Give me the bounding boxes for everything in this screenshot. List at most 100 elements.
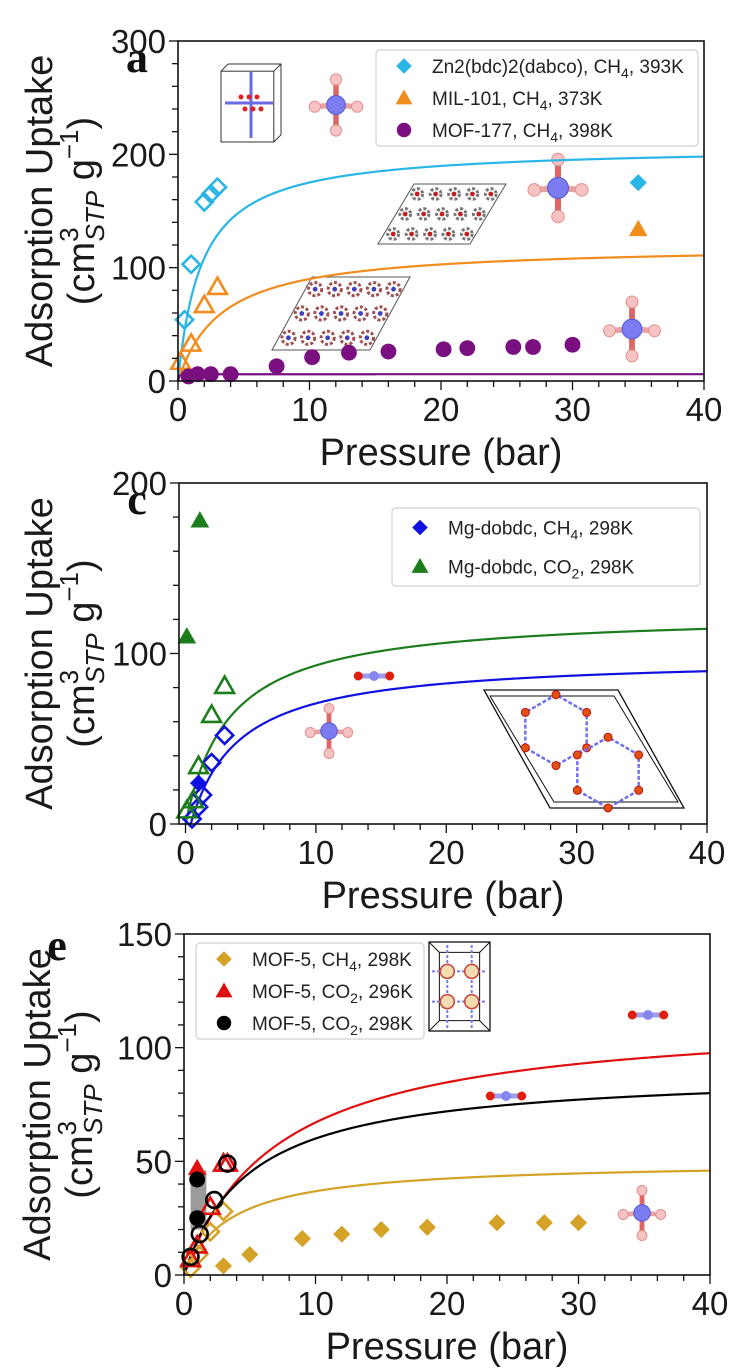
units-superscript: −1 xyxy=(54,129,84,159)
legend-label: MOF-5, CO2, 298K xyxy=(252,1014,413,1038)
units-subscript: STP xyxy=(80,633,110,684)
fit-curve-2 xyxy=(176,254,705,382)
legend-label-text: MOF-5, CH xyxy=(252,950,349,971)
metal-node xyxy=(446,231,451,237)
data-point-filled xyxy=(435,341,452,358)
insets xyxy=(304,671,686,813)
cell-outline xyxy=(428,941,491,1032)
hydrogen-atom xyxy=(308,100,321,113)
oxygen-atom xyxy=(659,1010,669,1020)
x-tick-label: 20 xyxy=(428,834,465,871)
pore-ring xyxy=(441,227,456,241)
legend-marker xyxy=(411,558,429,573)
y-tick-label: 100 xyxy=(112,636,167,673)
legend-label-subscript: 4 xyxy=(571,527,579,543)
x-tick-label: 40 xyxy=(689,834,726,871)
ch4-molecule-icon xyxy=(603,295,661,363)
data-point-open xyxy=(213,673,237,695)
series-1-points xyxy=(174,174,647,331)
metal-node xyxy=(464,231,470,237)
carbon-atom xyxy=(643,1010,653,1020)
pore-ring xyxy=(435,207,449,221)
carbon-atom xyxy=(633,1204,651,1222)
pore-ring xyxy=(398,207,413,221)
y-axis-units: (cm3STP g−1) xyxy=(54,117,110,305)
series-3-points xyxy=(180,336,581,385)
legend-label-text: Mg-dobdc, CO xyxy=(448,558,572,579)
data-point-filled xyxy=(293,1230,311,1248)
data-point-filled xyxy=(189,1210,206,1227)
panel-letter: a xyxy=(126,33,148,82)
hydrogen-atom xyxy=(342,727,354,738)
y-tick-label: 0 xyxy=(149,806,167,843)
hydrogen-atom xyxy=(625,349,639,363)
legend-label-text: , 373K xyxy=(548,89,603,110)
y-axis-units: (cm3STP g−1) xyxy=(54,559,110,747)
pore-ring xyxy=(385,281,402,298)
data-point-filled xyxy=(189,774,208,792)
data-point-open xyxy=(192,293,216,314)
carbon-atom xyxy=(326,95,346,115)
hydrogen-atom xyxy=(329,73,343,86)
pore-ring xyxy=(416,207,431,221)
y-tick-label: 200 xyxy=(111,136,166,173)
x-tick-label: 30 xyxy=(554,391,591,428)
data-point-filled xyxy=(505,339,522,355)
data-point-filled xyxy=(202,366,219,383)
metal-node xyxy=(572,785,582,795)
insets xyxy=(428,941,669,1241)
metal-node xyxy=(351,286,357,292)
metal-node xyxy=(551,761,561,771)
legend-marker xyxy=(216,951,232,967)
legend-label: MOF-5, CH4, 298K xyxy=(252,950,412,974)
hydrogen-atom xyxy=(648,324,661,338)
cell-outline xyxy=(489,695,679,803)
legend-label-text: MIL-101, CH xyxy=(432,89,540,110)
cell-edge xyxy=(428,941,440,953)
data-point-filled xyxy=(418,1218,436,1236)
hydrogen-atom xyxy=(551,209,565,224)
metal-node xyxy=(242,106,248,112)
legend-label-subscript: 4 xyxy=(621,65,629,81)
ticks xyxy=(169,40,705,390)
data-point-open xyxy=(190,1224,210,1244)
data-point-open xyxy=(201,752,223,774)
hydrogen-atom xyxy=(323,748,335,759)
y-tick-label: 300 xyxy=(111,23,166,60)
x-tick-label: 30 xyxy=(560,1285,597,1322)
pore-ring xyxy=(346,281,363,298)
panel-letter: e xyxy=(47,921,67,970)
data-point-open xyxy=(179,331,203,352)
series-1-points xyxy=(181,724,236,830)
units-text: g xyxy=(61,159,103,191)
oxygen-atom xyxy=(485,1091,495,1101)
cell-outline xyxy=(271,276,411,351)
fit-curve-1 xyxy=(182,1169,711,1276)
pore-ring xyxy=(299,329,317,346)
pore-ring xyxy=(313,305,330,322)
series-2-points xyxy=(169,219,648,371)
data-point-open xyxy=(181,788,205,809)
metal-node xyxy=(402,211,408,217)
oxygen-atom xyxy=(353,671,363,681)
metal-node xyxy=(421,211,426,217)
metal-node xyxy=(344,335,350,341)
metal-node xyxy=(286,335,291,341)
fit-curve-2 xyxy=(184,627,708,825)
metal-node xyxy=(409,231,414,237)
legend-label-subscript: 4 xyxy=(550,129,558,145)
mof-177-framework-inset xyxy=(271,276,411,351)
units-text: (cm xyxy=(59,1135,101,1198)
units-text: ) xyxy=(61,117,103,130)
pore-ring xyxy=(483,187,498,201)
hydrogen-atom xyxy=(636,1185,648,1196)
data-point-filled xyxy=(372,1220,390,1239)
data-point-open xyxy=(180,253,202,275)
hydrogen-atom xyxy=(323,703,335,714)
hydrogen-atom xyxy=(603,324,616,338)
pore-ring xyxy=(332,305,350,322)
legend-label-subscript: 2 xyxy=(350,1022,358,1038)
legend-label-text: MOF-5, CO xyxy=(252,1014,350,1035)
units-superscript: 3 xyxy=(54,227,84,241)
